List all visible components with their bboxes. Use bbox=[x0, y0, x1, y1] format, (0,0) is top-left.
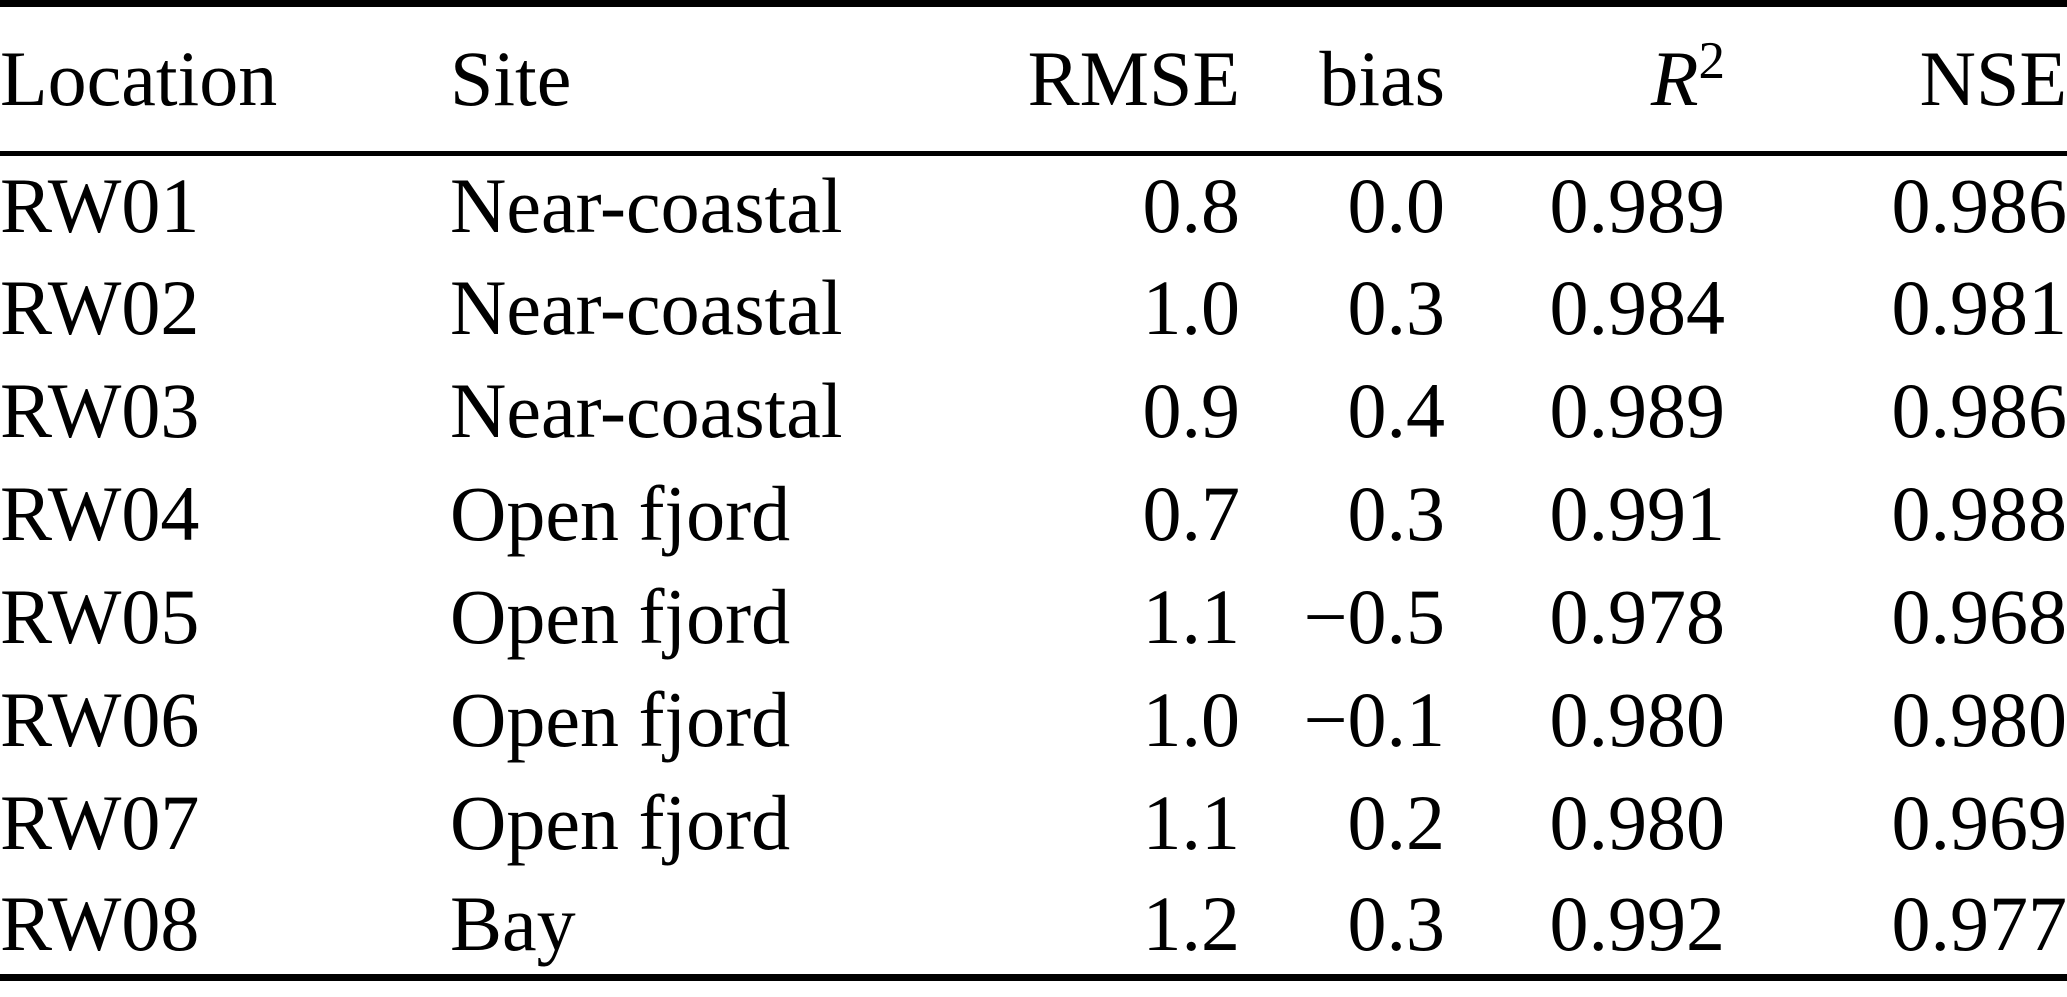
table-header: Location Site RMSE bias R2 NSE bbox=[0, 3, 2067, 156]
cell-r2: 0.989 bbox=[1549, 367, 1726, 454]
cell-rmse: 1.1 bbox=[1142, 779, 1241, 866]
cell-location: RW03 bbox=[0, 367, 200, 454]
cell-location: RW07 bbox=[0, 779, 200, 866]
cell-bias: 0.0 bbox=[1347, 162, 1446, 250]
cell-bias: 0.3 bbox=[1347, 880, 1446, 968]
cell-nse: 0.969 bbox=[1891, 779, 2067, 866]
table-row: RW02 Near-coastal 1.0 0.3 0.984 0.981 bbox=[0, 257, 2067, 360]
col-header-r2: R2 bbox=[1445, 3, 1725, 156]
col-header-rmse-label: RMSE bbox=[1027, 35, 1240, 122]
cell-location: RW08 bbox=[0, 880, 200, 968]
header-row: Location Site RMSE bias R2 NSE bbox=[0, 3, 2067, 156]
cell-location: RW04 bbox=[0, 470, 200, 557]
col-header-bias-label: bias bbox=[1319, 35, 1445, 122]
cell-rmse: 0.9 bbox=[1142, 367, 1241, 454]
table-row: RW08 Bay 1.2 0.3 0.992 0.977 bbox=[0, 875, 2067, 978]
cell-r2: 0.992 bbox=[1549, 880, 1726, 968]
cell-location: RW05 bbox=[0, 573, 200, 660]
cell-rmse: 1.0 bbox=[1142, 264, 1241, 351]
cell-site: Near-coastal bbox=[450, 162, 843, 250]
cell-r2: 0.978 bbox=[1549, 573, 1726, 660]
cell-nse: 0.980 bbox=[1891, 676, 2067, 763]
cell-site: Near-coastal bbox=[450, 367, 843, 454]
cell-nse: 0.986 bbox=[1891, 367, 2067, 454]
cell-nse: 0.981 bbox=[1891, 264, 2067, 351]
col-header-rmse: RMSE bbox=[910, 3, 1240, 156]
cell-bias: 0.4 bbox=[1347, 367, 1446, 454]
cell-bias: 0.3 bbox=[1347, 470, 1446, 557]
cell-r2: 0.980 bbox=[1549, 676, 1726, 763]
cell-rmse: 0.7 bbox=[1142, 470, 1241, 557]
col-header-location: Location bbox=[0, 3, 450, 156]
cell-nse: 0.986 bbox=[1891, 162, 2067, 250]
col-header-nse: NSE bbox=[1725, 3, 2067, 156]
table-row: RW06 Open fjord 1.0 −0.1 0.980 0.980 bbox=[0, 669, 2067, 772]
table-row: RW05 Open fjord 1.1 −0.5 0.978 0.968 bbox=[0, 566, 2067, 669]
cell-r2: 0.984 bbox=[1549, 264, 1726, 351]
cell-rmse: 1.0 bbox=[1142, 676, 1241, 763]
cell-bias: 0.2 bbox=[1347, 779, 1446, 866]
col-header-bias: bias bbox=[1240, 3, 1445, 156]
cell-rmse: 1.1 bbox=[1142, 573, 1241, 660]
col-header-location-label: Location bbox=[0, 35, 278, 122]
col-header-site-label: Site bbox=[450, 35, 572, 122]
cell-site: Bay bbox=[450, 880, 576, 968]
cell-r2: 0.989 bbox=[1549, 162, 1726, 250]
table-row: RW01 Near-coastal 0.8 0.0 0.989 0.986 bbox=[0, 154, 2067, 257]
col-header-site: Site bbox=[450, 3, 910, 156]
cell-nse: 0.977 bbox=[1891, 880, 2067, 968]
col-header-r2-superscript: 2 bbox=[1698, 32, 1725, 90]
cell-bias: −0.1 bbox=[1303, 676, 1446, 763]
cell-rmse: 1.2 bbox=[1142, 880, 1241, 968]
cell-r2: 0.991 bbox=[1549, 470, 1726, 557]
col-header-r2-base: R bbox=[1650, 35, 1699, 122]
cell-site: Open fjord bbox=[450, 676, 791, 763]
table-row: RW04 Open fjord 0.7 0.3 0.991 0.988 bbox=[0, 463, 2067, 566]
cell-bias: 0.3 bbox=[1347, 264, 1446, 351]
cell-location: RW01 bbox=[0, 162, 200, 250]
cell-site: Open fjord bbox=[450, 573, 791, 660]
table-row: RW03 Near-coastal 0.9 0.4 0.989 0.986 bbox=[0, 360, 2067, 463]
cell-rmse: 0.8 bbox=[1142, 162, 1241, 250]
cell-site: Open fjord bbox=[450, 470, 791, 557]
cell-site: Near-coastal bbox=[450, 264, 843, 351]
cell-nse: 0.968 bbox=[1891, 573, 2067, 660]
cell-site: Open fjord bbox=[450, 779, 791, 866]
col-header-nse-label: NSE bbox=[1919, 35, 2067, 122]
cell-location: RW06 bbox=[0, 676, 200, 763]
cell-nse: 0.988 bbox=[1891, 470, 2067, 557]
table-body: RW01 Near-coastal 0.8 0.0 0.989 0.986 RW… bbox=[0, 154, 2067, 978]
cell-bias: −0.5 bbox=[1303, 573, 1446, 660]
table-row: RW07 Open fjord 1.1 0.2 0.980 0.969 bbox=[0, 772, 2067, 875]
cell-r2: 0.980 bbox=[1549, 779, 1726, 866]
cell-location: RW02 bbox=[0, 264, 200, 351]
